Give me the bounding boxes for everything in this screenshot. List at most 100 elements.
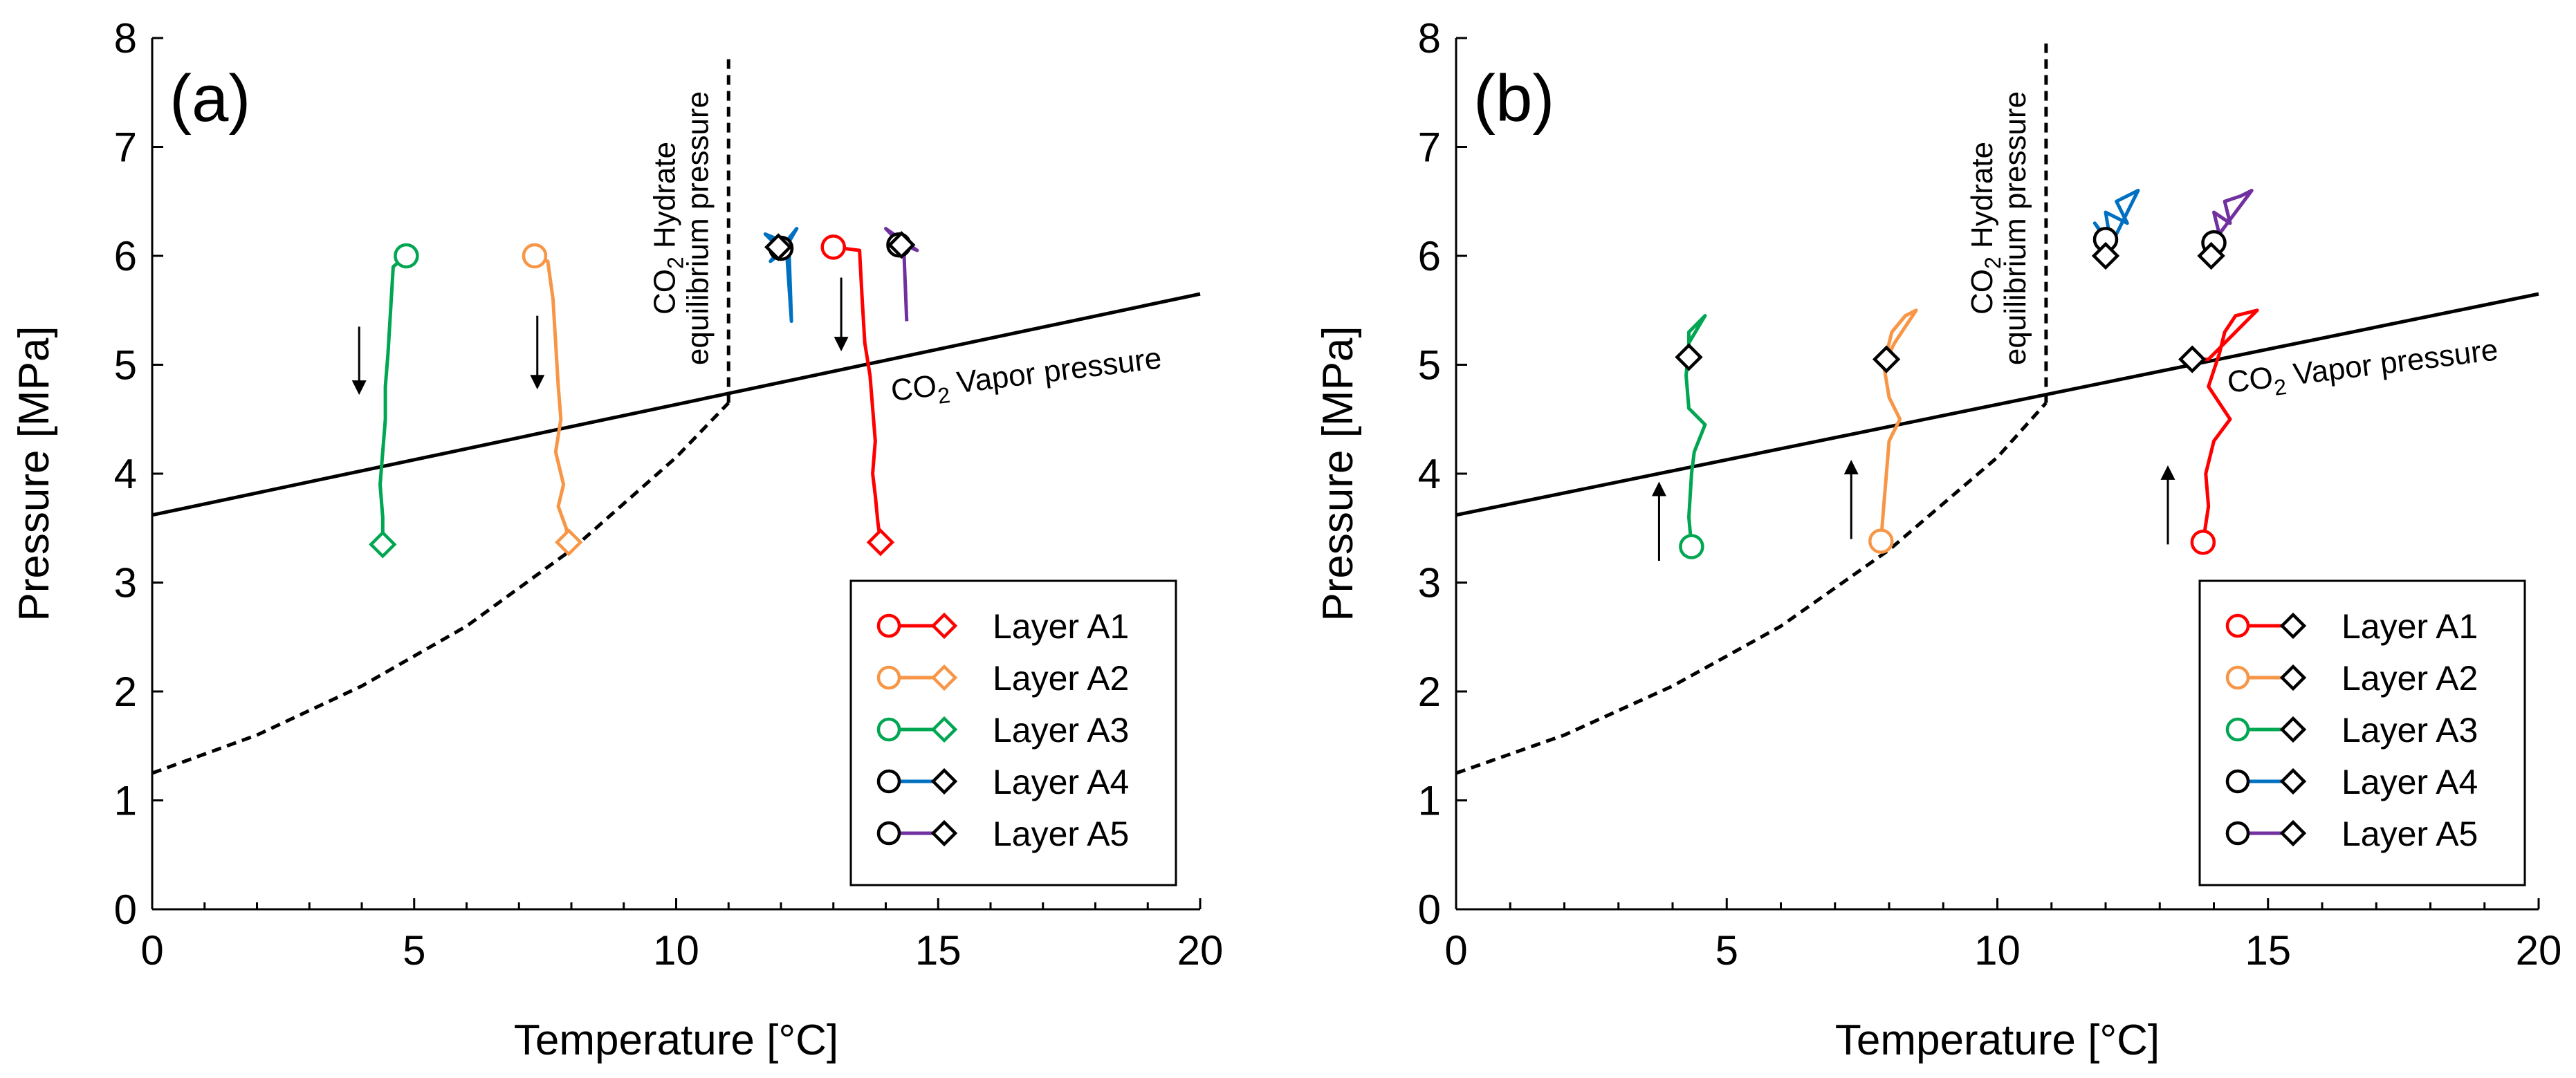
- legend-label: Layer A1: [2342, 607, 2478, 646]
- hydrate-label-line1: CO2 Hydrate: [647, 142, 688, 315]
- vapor-label-rest: Vapor pressure: [946, 341, 1163, 400]
- hydrate-label-subscript: 2: [663, 257, 688, 269]
- hydrate-equilibrium-label: CO2 Hydrate equilibrium pressure: [647, 91, 715, 365]
- legend-label: Layer A3: [993, 711, 1129, 750]
- legend-end-marker: [930, 768, 958, 795]
- end-marker: [2197, 241, 2225, 270]
- start-marker: [2190, 529, 2216, 555]
- legend-end-marker: [930, 664, 958, 691]
- x-tick-label: 0: [140, 927, 163, 974]
- legend-end-marker: [2279, 612, 2307, 640]
- legend-start-marker: [876, 769, 901, 794]
- x-tick-label: 10: [1974, 927, 2021, 974]
- hydrate-label-rest: Hydrate: [1965, 142, 1999, 257]
- hydrate-equilibrium-label: CO2 Hydrate equilibrium pressure: [1965, 91, 2032, 365]
- panel-b: (b) 0 1 2 3 4 5 6 7 8 0 5 10 15 20 Tempe…: [1314, 15, 2561, 1064]
- legend-label: Layer A3: [2342, 711, 2478, 750]
- end-marker: [555, 528, 583, 557]
- vapor-pressure-label: CO2 Vapor pressure: [2225, 333, 2501, 406]
- start-marker: [1868, 528, 1894, 554]
- x-axis-title: Temperature [°C]: [514, 1016, 838, 1064]
- legend-end-marker: [2279, 716, 2307, 743]
- x-tick-label: 15: [915, 927, 962, 974]
- end-marker: [1675, 343, 1703, 371]
- hydrate-label-line2: equilibrium pressure: [1998, 91, 2032, 365]
- legend-label: Layer A4: [993, 763, 1129, 801]
- y-tick-label: 6: [114, 233, 137, 279]
- legend-start-marker: [2225, 665, 2250, 690]
- x-tick-label: 20: [1177, 927, 1224, 974]
- legend-start-marker: [876, 665, 901, 690]
- legend-start-marker: [2225, 769, 2250, 794]
- panel-label: (b): [1473, 62, 1554, 136]
- y-tick-label: 7: [1418, 124, 1441, 171]
- x-tick-label: 5: [403, 927, 425, 974]
- y-tick-label: 1: [114, 778, 137, 824]
- y-tick-label: 3: [1418, 560, 1441, 606]
- legend-end-marker: [2279, 768, 2307, 795]
- end-marker: [887, 231, 916, 259]
- hydrate-label-co: CO: [647, 269, 681, 315]
- legend-start-marker: [2225, 717, 2250, 742]
- legend-end-marker: [2279, 819, 2307, 847]
- series-line: [534, 254, 571, 543]
- y-tick-label: 3: [114, 560, 137, 606]
- y-tick-label: 2: [1418, 669, 1441, 715]
- vapor-label-subscript: 2: [936, 382, 951, 409]
- panel-a: (a) 0 1 2 3 4 5 6 7 8 0 5 10 15 20 Tempe…: [10, 15, 1223, 1064]
- legend-label: Layer A5: [2342, 815, 2478, 853]
- vapor-label-rest: Vapor pressure: [2283, 333, 2499, 392]
- legend-end-marker: [2279, 664, 2307, 691]
- vapor-label-co: CO: [889, 369, 938, 408]
- legend-start-marker: [2225, 613, 2250, 638]
- hydrate-label-line2: equilibrium pressure: [681, 91, 715, 365]
- series-line: [2192, 308, 2259, 543]
- legend-label: Layer A2: [993, 659, 1129, 698]
- y-tick-label: 7: [114, 124, 137, 171]
- y-axis-title: Pressure [MPa]: [1314, 326, 1362, 621]
- start-marker: [394, 243, 419, 269]
- x-tick-label: 5: [1715, 927, 1738, 974]
- y-axis-title: Pressure [MPa]: [10, 326, 58, 621]
- x-tick-label: 10: [653, 927, 699, 974]
- legend-label: Layer A2: [2342, 659, 2478, 698]
- x-tick-labels: 0 5 10 15 20: [140, 927, 1223, 974]
- series-line: [2209, 189, 2254, 257]
- legend-start-marker: [876, 821, 901, 846]
- legend-end-marker: [930, 716, 958, 743]
- y-tick-label: 4: [1418, 451, 1441, 497]
- hydrate-equilibrium-curve: [1455, 401, 2048, 775]
- vapor-pressure-line: [151, 292, 1201, 517]
- vapor-label-co: CO: [2225, 360, 2274, 400]
- plot-area: [151, 37, 1202, 911]
- hydrate-label-co: CO: [1965, 269, 1999, 315]
- end-marker: [866, 528, 895, 557]
- end-marker: [1872, 345, 1901, 373]
- x-axis-title: Temperature [°C]: [1835, 1016, 2160, 1064]
- legend-end-marker: [930, 612, 958, 640]
- hydrate-label-line1: CO2 Hydrate: [1965, 142, 2005, 315]
- y-tick-label: 0: [1418, 886, 1441, 933]
- y-tick-label: 8: [1418, 15, 1441, 62]
- end-marker: [2178, 345, 2207, 373]
- legend-label: Layer A4: [2342, 763, 2478, 801]
- y-tick-label: 1: [1418, 778, 1441, 824]
- y-tick-label: 0: [114, 886, 137, 933]
- end-marker: [764, 233, 793, 261]
- y-tick-labels: 0 1 2 3 4 5 6 7 8: [114, 15, 137, 933]
- legend-start-marker: [876, 613, 901, 638]
- legend: Layer A1 Layer A2 Layer A3 Layer A4 Layer A5: [2198, 579, 2526, 886]
- hydrate-label-rest: Hydrate: [647, 142, 681, 257]
- legend-label: Layer A1: [993, 607, 1129, 646]
- legend-label: Layer A5: [993, 815, 1129, 853]
- hydrate-equilibrium-curve: [151, 401, 730, 775]
- series-line: [1879, 308, 1918, 541]
- start-marker: [522, 243, 548, 269]
- y-tick-label: 5: [114, 342, 137, 389]
- series-line: [378, 254, 407, 545]
- y-tick-label: 8: [114, 15, 137, 62]
- hydrate-label-subscript: 2: [1980, 257, 2005, 269]
- legend-end-marker: [930, 819, 958, 847]
- legend-start-marker: [876, 717, 901, 742]
- series-line: [1684, 314, 1707, 547]
